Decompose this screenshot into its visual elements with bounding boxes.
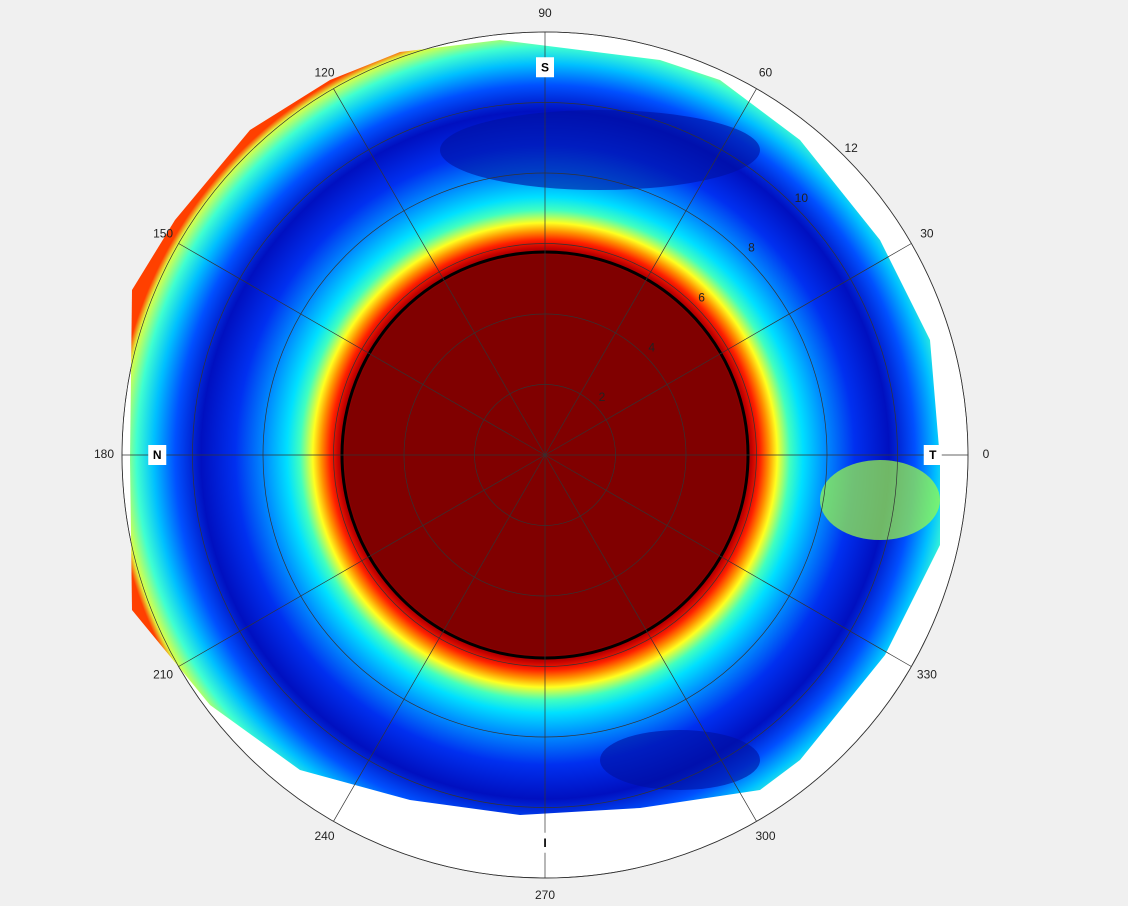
grid-spoke — [178, 243, 546, 456]
contour-blob — [440, 110, 760, 190]
theta-tick-label: 270 — [535, 888, 555, 902]
direction-label: S — [541, 60, 549, 74]
theta-tick-label: 300 — [755, 829, 775, 843]
theta-tick-label: 0 — [983, 447, 990, 461]
theta-tick-label: 240 — [314, 829, 334, 843]
direction-box — [536, 57, 554, 78]
grid-spoke — [544, 454, 757, 822]
grid-spoke — [333, 454, 546, 822]
direction-box — [148, 445, 167, 465]
contour-blob — [820, 460, 940, 540]
theta-tick-label: 60 — [759, 65, 773, 79]
r-tick-label: 8 — [748, 241, 755, 255]
r-tick-label: 12 — [844, 141, 858, 155]
r-tick-label: 2 — [599, 390, 606, 404]
direction-box — [536, 832, 554, 853]
theta-tick-label: 90 — [538, 6, 552, 20]
polar-axes: 246810120306090120150180210240270300330T… — [94, 6, 990, 902]
theta-tick-label: 120 — [314, 65, 334, 79]
theta-tick-label: 210 — [153, 668, 173, 682]
direction-label: I — [543, 836, 546, 850]
direction-label: N — [153, 448, 162, 462]
contour — [130, 40, 940, 815]
r-tick-label: 4 — [648, 340, 655, 354]
contour-blob — [600, 730, 760, 790]
grid-spoke — [333, 88, 546, 456]
grid-spoke — [544, 243, 912, 456]
theta-tick-label: 330 — [917, 668, 937, 682]
grid-spoke — [544, 88, 757, 456]
direction-label: T — [929, 448, 937, 462]
r-tick-label: 10 — [795, 191, 809, 205]
r-tick-label: 6 — [698, 291, 705, 305]
grid-spoke — [544, 454, 912, 667]
theta-tick-label: 180 — [94, 447, 114, 461]
theta-tick-label: 30 — [920, 227, 934, 241]
direction-box — [923, 445, 942, 465]
grid-spoke — [178, 454, 546, 667]
theta-tick-label: 150 — [153, 227, 173, 241]
